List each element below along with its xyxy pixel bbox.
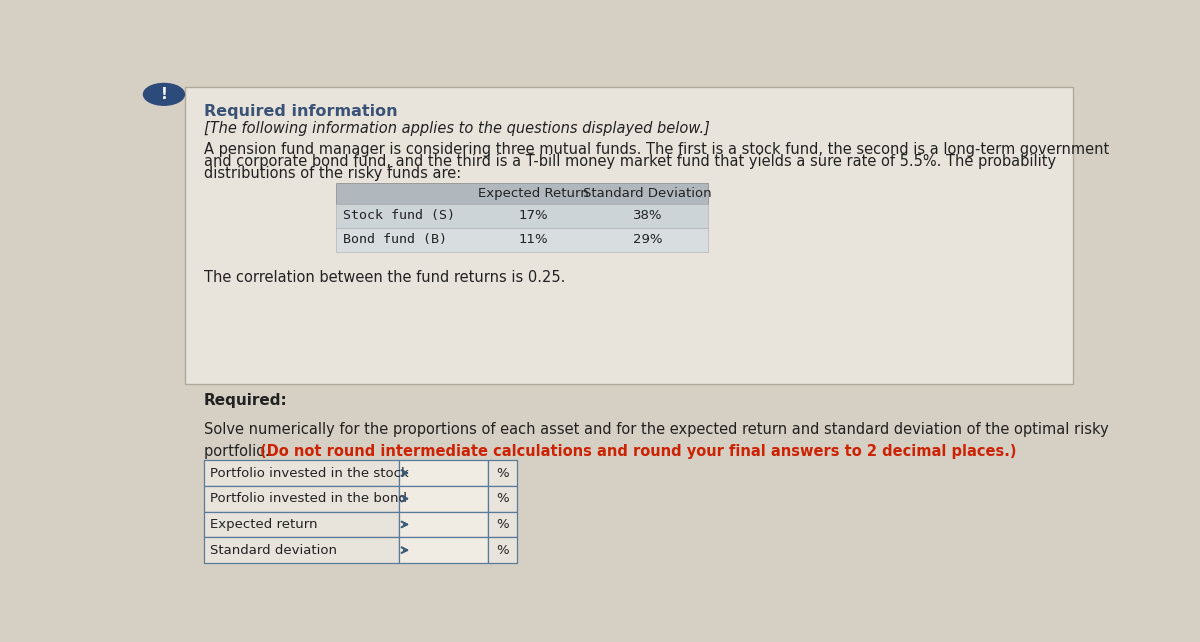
- Bar: [487, 537, 517, 563]
- Text: Solve numerically for the proportions of each asset and for the expected return : Solve numerically for the proportions of…: [204, 422, 1109, 437]
- Bar: [487, 460, 517, 486]
- Text: (Do not round intermediate calculations and round your final answers to 2 decima: (Do not round intermediate calculations …: [259, 444, 1016, 459]
- Text: Stock fund (S): Stock fund (S): [343, 209, 456, 222]
- Circle shape: [144, 83, 185, 105]
- Bar: [400, 460, 487, 486]
- Text: Portfolio invested in the stock: Portfolio invested in the stock: [210, 467, 408, 480]
- Text: Standard Deviation: Standard Deviation: [583, 187, 712, 200]
- Bar: [336, 204, 708, 228]
- Text: Bond fund (B): Bond fund (B): [343, 233, 448, 246]
- Bar: [400, 486, 487, 512]
- Text: Portfolio invested in the bond: Portfolio invested in the bond: [210, 492, 407, 505]
- Text: distributions of the risky funds are:: distributions of the risky funds are:: [204, 166, 461, 181]
- Text: The correlation between the fund returns is 0.25.: The correlation between the fund returns…: [204, 270, 565, 285]
- Text: %: %: [496, 518, 509, 531]
- Text: Expected return: Expected return: [210, 518, 317, 531]
- Bar: [336, 184, 708, 204]
- Bar: [487, 512, 517, 537]
- Text: and corporate bond fund, and the third is a T-bill money market fund that yields: and corporate bond fund, and the third i…: [204, 154, 1056, 169]
- Bar: [204, 512, 400, 537]
- Bar: [336, 228, 708, 252]
- Bar: [487, 486, 517, 512]
- Text: Required information: Required information: [204, 104, 397, 119]
- Text: %: %: [496, 544, 509, 557]
- Bar: [185, 87, 1074, 383]
- Text: 17%: 17%: [518, 209, 548, 222]
- Bar: [204, 486, 400, 512]
- Bar: [400, 537, 487, 563]
- Bar: [400, 512, 487, 537]
- Text: Required:: Required:: [204, 394, 288, 408]
- Text: 38%: 38%: [632, 209, 662, 222]
- Bar: [204, 460, 400, 486]
- Text: 29%: 29%: [632, 233, 662, 246]
- Text: %: %: [496, 492, 509, 505]
- Text: Expected Return: Expected Return: [479, 187, 589, 200]
- Text: A pension fund manager is considering three mutual funds. The first is a stock f: A pension fund manager is considering th…: [204, 143, 1109, 157]
- Text: !: !: [161, 87, 167, 102]
- Text: [The following information applies to the questions displayed below.]: [The following information applies to th…: [204, 121, 710, 135]
- Text: Standard deviation: Standard deviation: [210, 544, 336, 557]
- Text: %: %: [496, 467, 509, 480]
- Bar: [204, 537, 400, 563]
- Text: portfolio.: portfolio.: [204, 444, 274, 459]
- Text: 11%: 11%: [518, 233, 548, 246]
